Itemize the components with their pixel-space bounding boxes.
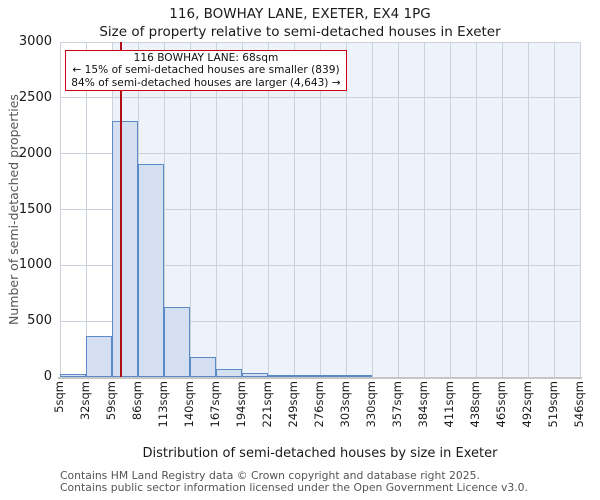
x-tick-label: 140sqm xyxy=(182,381,196,428)
v-gridline xyxy=(241,42,243,377)
x-tick-label: 384sqm xyxy=(416,381,430,428)
chart-title: 116, BOWHAY LANE, EXETER, EX4 1PG xyxy=(169,6,431,22)
annotation-larger-stat: 84% of semi-detached houses are larger (… xyxy=(71,76,341,89)
v-gridline xyxy=(475,42,477,377)
plot-area xyxy=(59,41,581,378)
v-gridline xyxy=(189,42,191,377)
x-tick-label: 276sqm xyxy=(312,381,326,428)
x-tick-label: 59sqm xyxy=(104,381,118,421)
histogram-bar xyxy=(268,375,294,377)
y-tick-label: 1500 xyxy=(18,201,52,217)
histogram-bar xyxy=(294,375,320,377)
v-gridline xyxy=(319,42,321,377)
chart-subtitle: Size of property relative to semi-detach… xyxy=(99,24,501,40)
histogram-bar xyxy=(190,356,216,377)
x-tick-label: 194sqm xyxy=(234,381,248,428)
y-tick-label: 1000 xyxy=(18,257,52,273)
v-gridline xyxy=(423,42,425,377)
v-gridline xyxy=(345,42,347,377)
v-gridline xyxy=(293,42,295,377)
x-tick-label: 221sqm xyxy=(260,381,274,428)
histogram-bar xyxy=(164,306,190,377)
v-gridline xyxy=(397,42,399,377)
x-tick-label: 519sqm xyxy=(546,381,560,428)
x-tick-label: 5sqm xyxy=(52,381,66,413)
v-gridline xyxy=(85,42,87,377)
y-tick-label: 2500 xyxy=(18,89,52,105)
x-tick-label: 113sqm xyxy=(156,381,170,428)
annotation-smaller-stat: ← 15% of semi-detached houses are smalle… xyxy=(72,64,340,77)
x-tick-label: 249sqm xyxy=(286,381,300,428)
x-tick-label: 32sqm xyxy=(78,381,92,421)
v-gridline xyxy=(527,42,529,377)
x-axis-line xyxy=(58,377,582,379)
x-tick-label: 357sqm xyxy=(390,381,404,428)
v-gridline xyxy=(449,42,451,377)
v-gridline xyxy=(59,42,61,377)
histogram-bar xyxy=(242,372,268,377)
x-tick-label: 465sqm xyxy=(494,381,508,428)
x-tick-label: 411sqm xyxy=(442,381,456,428)
v-gridline xyxy=(579,42,581,377)
histogram-bar xyxy=(60,374,86,377)
attribution-footer: Contains HM Land Registry data © Crown c… xyxy=(60,470,528,494)
v-gridline xyxy=(267,42,269,377)
x-tick-label: 546sqm xyxy=(572,381,586,428)
y-tick-label: 500 xyxy=(27,313,52,329)
property-annotation-box: 116 BOWHAY LANE: 68sqm ← 15% of semi-det… xyxy=(65,50,347,92)
histogram-bar xyxy=(346,375,372,377)
v-gridline xyxy=(371,42,373,377)
histogram-bar xyxy=(138,163,164,377)
x-tick-label: 303sqm xyxy=(338,381,352,428)
v-gridline xyxy=(163,42,165,377)
x-tick-label: 330sqm xyxy=(364,381,378,428)
y-tick-label: 2000 xyxy=(18,145,52,161)
x-tick-label: 167sqm xyxy=(208,381,222,428)
x-tick-label: 438sqm xyxy=(468,381,482,428)
attribution-line-2: Contains public sector information licen… xyxy=(60,480,528,494)
v-gridline xyxy=(553,42,555,377)
histogram-bar xyxy=(216,369,242,377)
x-tick-label: 86sqm xyxy=(130,381,144,421)
v-gridline xyxy=(215,42,217,377)
y-tick-label: 0 xyxy=(43,369,52,384)
histogram-bar xyxy=(86,335,112,377)
x-tick-label: 492sqm xyxy=(520,381,534,428)
property-marker-line xyxy=(119,42,122,377)
histogram-bar xyxy=(112,121,138,377)
v-gridline xyxy=(501,42,503,377)
y-tick-label: 3000 xyxy=(18,34,52,49)
annotation-property-label: 116 BOWHAY LANE: 68sqm xyxy=(133,52,279,64)
x-axis-title: Distribution of semi-detached houses by … xyxy=(142,446,498,461)
histogram-bar xyxy=(320,375,346,377)
attribution-line-1: Contains HM Land Registry data © Crown c… xyxy=(60,469,480,482)
